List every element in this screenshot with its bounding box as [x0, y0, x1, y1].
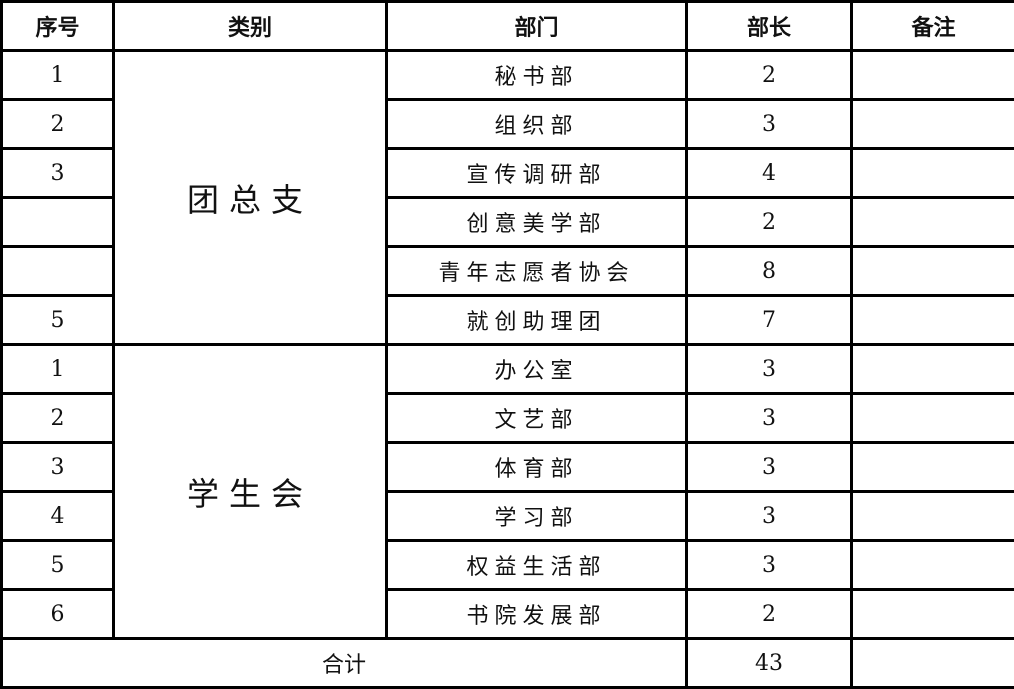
row-number: 1 — [2, 51, 114, 100]
row-number: 6 — [2, 590, 114, 639]
category-cell: 学生会 — [114, 345, 387, 639]
heads-cell: 3 — [687, 100, 852, 149]
note-cell — [852, 51, 1014, 100]
heads-cell: 2 — [687, 590, 852, 639]
total-row: 合计 43 — [2, 639, 1014, 688]
department-cell: 秘书部 — [387, 51, 687, 100]
total-value: 43 — [687, 639, 852, 688]
header-note: 备注 — [852, 2, 1014, 51]
note-cell — [852, 443, 1014, 492]
row-number: 2 — [2, 394, 114, 443]
note-cell — [852, 345, 1014, 394]
row-number: 3 — [2, 149, 114, 198]
note-cell — [852, 492, 1014, 541]
heads-cell: 3 — [687, 345, 852, 394]
header-category: 类别 — [114, 2, 387, 51]
department-cell: 组织部 — [387, 100, 687, 149]
department-cell: 体育部 — [387, 443, 687, 492]
header-row: 序号 类别 部门 部长 备注 — [2, 2, 1014, 51]
row-number: 5 — [2, 296, 114, 345]
department-cell: 就创助理团 — [387, 296, 687, 345]
header-department: 部门 — [387, 2, 687, 51]
row-number: 3 — [2, 443, 114, 492]
heads-cell: 2 — [687, 51, 852, 100]
department-cell: 书院发展部 — [387, 590, 687, 639]
note-cell — [852, 394, 1014, 443]
note-cell — [852, 198, 1014, 247]
note-cell — [852, 149, 1014, 198]
note-cell — [852, 247, 1014, 296]
department-cell: 办公室 — [387, 345, 687, 394]
heads-cell: 3 — [687, 541, 852, 590]
department-cell: 权益生活部 — [387, 541, 687, 590]
row-number: 2 — [2, 100, 114, 149]
department-cell: 学习部 — [387, 492, 687, 541]
heads-cell: 8 — [687, 247, 852, 296]
total-note — [852, 639, 1014, 688]
note-cell — [852, 100, 1014, 149]
department-cell: 文艺部 — [387, 394, 687, 443]
heads-cell: 2 — [687, 198, 852, 247]
heads-cell: 3 — [687, 492, 852, 541]
row-number: 5 — [2, 541, 114, 590]
heads-cell: 4 — [687, 149, 852, 198]
heads-cell: 7 — [687, 296, 852, 345]
note-cell — [852, 541, 1014, 590]
heads-cell: 3 — [687, 394, 852, 443]
department-cell: 宣传调研部 — [387, 149, 687, 198]
category-cell: 团总支 — [114, 51, 387, 345]
row-number — [2, 198, 114, 247]
total-label: 合计 — [2, 639, 687, 688]
note-cell — [852, 296, 1014, 345]
note-cell — [852, 590, 1014, 639]
department-cell: 青年志愿者协会 — [387, 247, 687, 296]
header-no: 序号 — [2, 2, 114, 51]
row-number — [2, 247, 114, 296]
header-heads: 部长 — [687, 2, 852, 51]
row-number: 4 — [2, 492, 114, 541]
row-number: 1 — [2, 345, 114, 394]
heads-cell: 3 — [687, 443, 852, 492]
department-cell: 创意美学部 — [387, 198, 687, 247]
